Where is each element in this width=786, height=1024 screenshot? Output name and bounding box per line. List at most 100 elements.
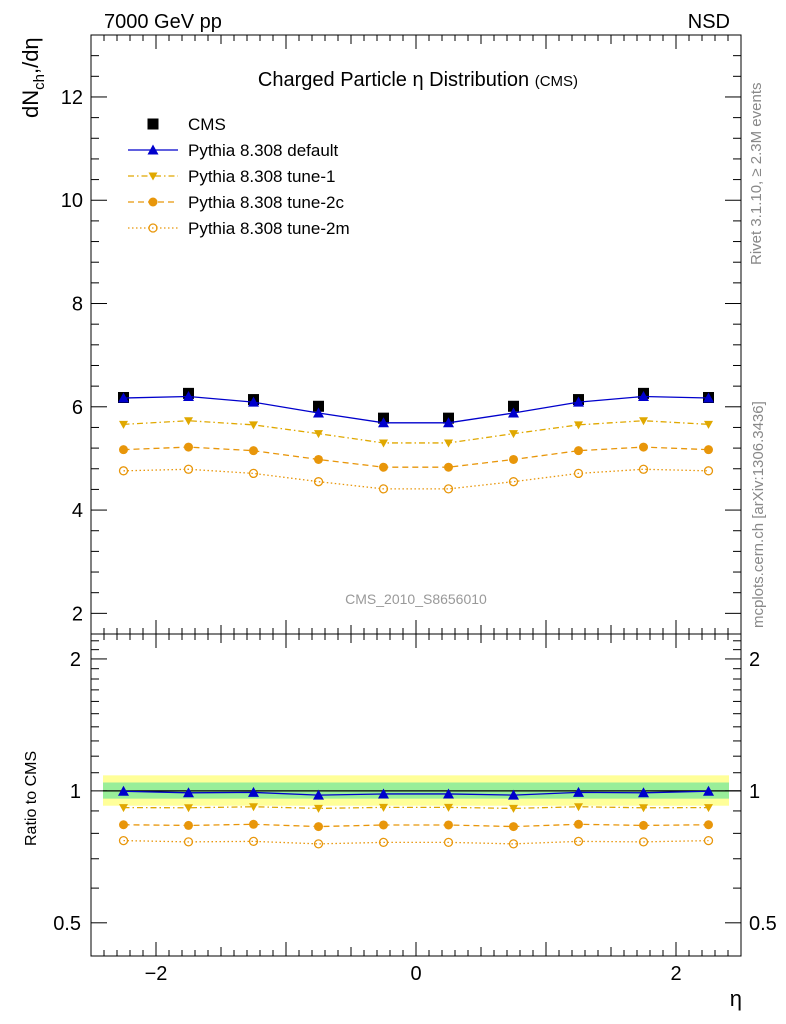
ratio-y-tick-label-right: 1 (749, 781, 760, 803)
data-point (183, 390, 194, 401)
main-panel-series (118, 387, 714, 494)
legend-label: CMS (188, 115, 226, 134)
data-point (443, 837, 454, 848)
data-point (119, 445, 128, 455)
y-label-part: ,/dη (18, 37, 43, 74)
data-point (118, 785, 129, 796)
data-point (703, 392, 714, 403)
chart-title-suffix: (CMS) (535, 73, 578, 90)
ratio-series-line (123, 806, 709, 810)
series-line (123, 468, 709, 490)
main-panel: 2 4 6 8 10 12 Charged Particle η Distribution… (18, 34, 742, 635)
legend-entry: Pythia 8.308 tune-2m (128, 219, 350, 238)
data-point (248, 836, 259, 847)
data-point (119, 820, 128, 830)
data-point (378, 417, 389, 428)
data-point (509, 804, 518, 813)
ratio-series-3 (118, 835, 714, 849)
data-point (508, 407, 519, 418)
data-point (573, 836, 584, 847)
data-point (573, 786, 584, 797)
process-label: NSD (688, 11, 730, 33)
series-1 (118, 390, 714, 428)
legend-label: Pythia 8.308 tune-1 (188, 167, 335, 186)
data-point (704, 445, 713, 455)
main-panel-ticks: 2 4 6 8 10 12 (61, 34, 742, 635)
main-y-tick-label: 10 (61, 190, 83, 212)
x-tick-label: 2 (670, 963, 681, 985)
chart-title-main: Charged Particle η Distribution (258, 69, 529, 91)
energy-label: 7000 GeV pp (104, 11, 222, 33)
main-y-axis-label: dNch,/dη (18, 37, 48, 118)
data-point (249, 803, 258, 812)
legend-entry: CMS (147, 115, 226, 134)
data-point (444, 803, 453, 812)
data-point (573, 396, 584, 407)
main-y-tick-label: 8 (72, 294, 83, 316)
data-point (508, 477, 519, 487)
data-point (249, 421, 258, 430)
chart-title: Charged Particle η Distribution (CMS) (258, 69, 578, 91)
x-tick-label: −2 (145, 963, 168, 985)
ratio-y-tick-label: 1 (70, 781, 81, 803)
y-label-subscript: ch (31, 74, 48, 90)
data-point (703, 785, 714, 796)
ratio-series-line (123, 839, 709, 845)
data-point (638, 390, 649, 401)
data-point (443, 788, 454, 799)
ratio-series-line (123, 823, 709, 828)
data-point (314, 454, 323, 464)
ratio-y-tick-label-right: 2 (749, 649, 760, 671)
data-point (574, 803, 583, 812)
data-point (118, 835, 129, 846)
data-point (444, 439, 453, 448)
data-point (119, 804, 128, 813)
ratio-series-2 (119, 819, 713, 832)
data-point (313, 789, 324, 800)
data-point (443, 417, 454, 428)
ratio-series-line (123, 790, 709, 796)
data-point (379, 803, 388, 812)
data-point (509, 430, 518, 439)
mcplots-label: mcplots.cern.ch [arXiv:1306.3436] (750, 401, 767, 628)
series-4 (118, 464, 714, 494)
data-point (184, 820, 193, 830)
data-point (509, 454, 518, 464)
series-3 (119, 442, 713, 472)
series-line (123, 446, 709, 468)
y-label-part: dN (18, 90, 43, 118)
data-point (248, 786, 259, 797)
data-point (639, 442, 648, 452)
data-point (509, 822, 518, 832)
main-y-tick-label: 2 (72, 603, 83, 625)
ratio-y-tick-label: 2 (70, 649, 81, 671)
legend-label: Pythia 8.308 default (188, 141, 339, 160)
data-point (147, 118, 159, 130)
data-point (379, 439, 388, 448)
data-point (183, 464, 194, 474)
data-point (184, 804, 193, 813)
data-point (119, 420, 128, 429)
ratio-series-1 (119, 803, 713, 813)
data-point (444, 462, 453, 472)
data-point (148, 197, 158, 207)
main-y-tick-label: 4 (72, 500, 83, 522)
data-point (639, 804, 648, 813)
data-point (314, 822, 323, 832)
ratio-panel-series (118, 785, 714, 849)
data-point (508, 839, 519, 849)
data-point (313, 477, 324, 487)
x-tick-label: 0 (410, 963, 421, 985)
ratio-y-axis-label: Ratio to CMS (23, 751, 40, 846)
data-point (703, 835, 714, 846)
data-point (148, 172, 158, 181)
data-point (443, 484, 454, 494)
data-point (183, 787, 194, 798)
legend: CMS Pythia 8.308 default Pythia 8.308 tune… (128, 115, 350, 238)
analysis-id: CMS_2010_S8656010 (345, 591, 487, 607)
x-axis-label: η (730, 986, 742, 1011)
series-line (123, 420, 709, 444)
data-point (638, 837, 649, 847)
data-point (314, 804, 323, 813)
